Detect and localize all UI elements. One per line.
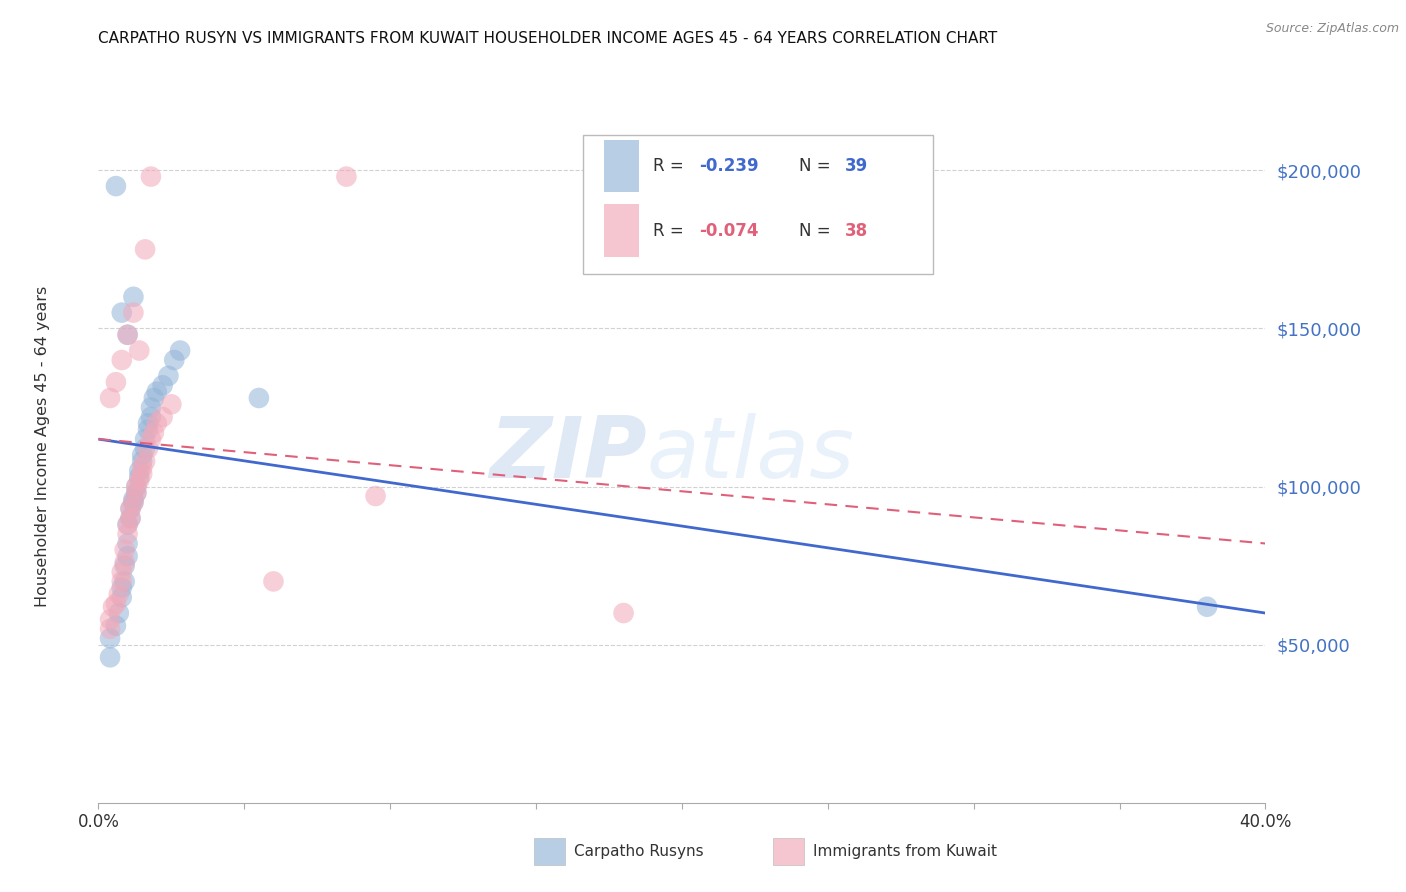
- Point: [117, 517, 139, 532]
- Point: [128, 464, 150, 478]
- Point: [335, 169, 357, 184]
- Point: [139, 409, 162, 424]
- Point: [98, 622, 121, 636]
- Text: 38: 38: [845, 221, 869, 240]
- Text: Carpatho Rusyns: Carpatho Rusyns: [574, 845, 703, 859]
- Text: -0.239: -0.239: [699, 157, 759, 175]
- Text: N =: N =: [799, 221, 835, 240]
- Point: [125, 479, 148, 493]
- Point: [128, 470, 150, 484]
- Point: [120, 501, 142, 516]
- Point: [163, 353, 186, 368]
- Point: [108, 587, 131, 601]
- Point: [114, 574, 136, 589]
- FancyBboxPatch shape: [603, 140, 638, 193]
- Point: [122, 495, 145, 509]
- Point: [120, 501, 142, 516]
- Point: [111, 305, 134, 319]
- Point: [114, 556, 136, 570]
- Point: [111, 591, 134, 605]
- Point: [160, 397, 183, 411]
- Point: [98, 632, 121, 646]
- Point: [98, 650, 121, 665]
- Point: [262, 574, 284, 589]
- Point: [122, 495, 145, 509]
- Point: [1195, 599, 1218, 614]
- Point: [104, 179, 127, 194]
- Point: [104, 375, 127, 389]
- Point: [120, 511, 142, 525]
- Point: [157, 368, 180, 383]
- Point: [134, 442, 156, 456]
- Point: [128, 343, 150, 358]
- FancyBboxPatch shape: [582, 135, 932, 274]
- Point: [131, 448, 153, 462]
- Point: [114, 558, 136, 573]
- Point: [120, 511, 142, 525]
- Point: [125, 486, 148, 500]
- Point: [131, 460, 153, 475]
- Text: R =: R =: [652, 157, 689, 175]
- Point: [146, 384, 169, 399]
- Point: [134, 243, 156, 257]
- Point: [117, 549, 139, 563]
- Point: [139, 432, 162, 446]
- Point: [117, 527, 139, 541]
- Point: [117, 327, 139, 342]
- Point: [122, 305, 145, 319]
- Point: [114, 542, 136, 557]
- Point: [134, 432, 156, 446]
- Text: atlas: atlas: [647, 413, 855, 497]
- Point: [125, 486, 148, 500]
- Point: [111, 581, 134, 595]
- Point: [101, 599, 124, 614]
- Point: [122, 290, 145, 304]
- Point: [111, 353, 134, 368]
- Point: [134, 454, 156, 468]
- Text: R =: R =: [652, 221, 689, 240]
- Point: [247, 391, 270, 405]
- Point: [108, 606, 131, 620]
- FancyBboxPatch shape: [603, 204, 638, 257]
- Text: CARPATHO RUSYN VS IMMIGRANTS FROM KUWAIT HOUSEHOLDER INCOME AGES 45 - 64 YEARS C: CARPATHO RUSYN VS IMMIGRANTS FROM KUWAIT…: [98, 31, 998, 46]
- Point: [142, 391, 165, 405]
- Point: [169, 343, 191, 358]
- Point: [131, 467, 153, 481]
- Point: [111, 565, 134, 579]
- Point: [364, 489, 387, 503]
- Point: [98, 391, 121, 405]
- Text: Source: ZipAtlas.com: Source: ZipAtlas.com: [1265, 22, 1399, 36]
- Point: [139, 401, 162, 415]
- Point: [125, 479, 148, 493]
- Point: [136, 423, 159, 437]
- Point: [146, 417, 169, 431]
- Text: Immigrants from Kuwait: Immigrants from Kuwait: [813, 845, 997, 859]
- Point: [98, 612, 121, 626]
- Text: ZIP: ZIP: [489, 413, 647, 497]
- Point: [128, 473, 150, 487]
- Point: [117, 327, 139, 342]
- Text: Householder Income Ages 45 - 64 years: Householder Income Ages 45 - 64 years: [35, 285, 51, 607]
- Text: -0.074: -0.074: [699, 221, 759, 240]
- Point: [117, 536, 139, 550]
- Point: [122, 492, 145, 507]
- Point: [152, 409, 174, 424]
- Text: 39: 39: [845, 157, 869, 175]
- Point: [139, 169, 162, 184]
- Point: [117, 517, 139, 532]
- Point: [104, 618, 127, 632]
- Point: [136, 417, 159, 431]
- Point: [152, 378, 174, 392]
- Point: [111, 574, 134, 589]
- Text: N =: N =: [799, 157, 835, 175]
- Point: [142, 425, 165, 440]
- Point: [136, 442, 159, 456]
- Point: [612, 606, 634, 620]
- Point: [131, 454, 153, 468]
- Point: [104, 597, 127, 611]
